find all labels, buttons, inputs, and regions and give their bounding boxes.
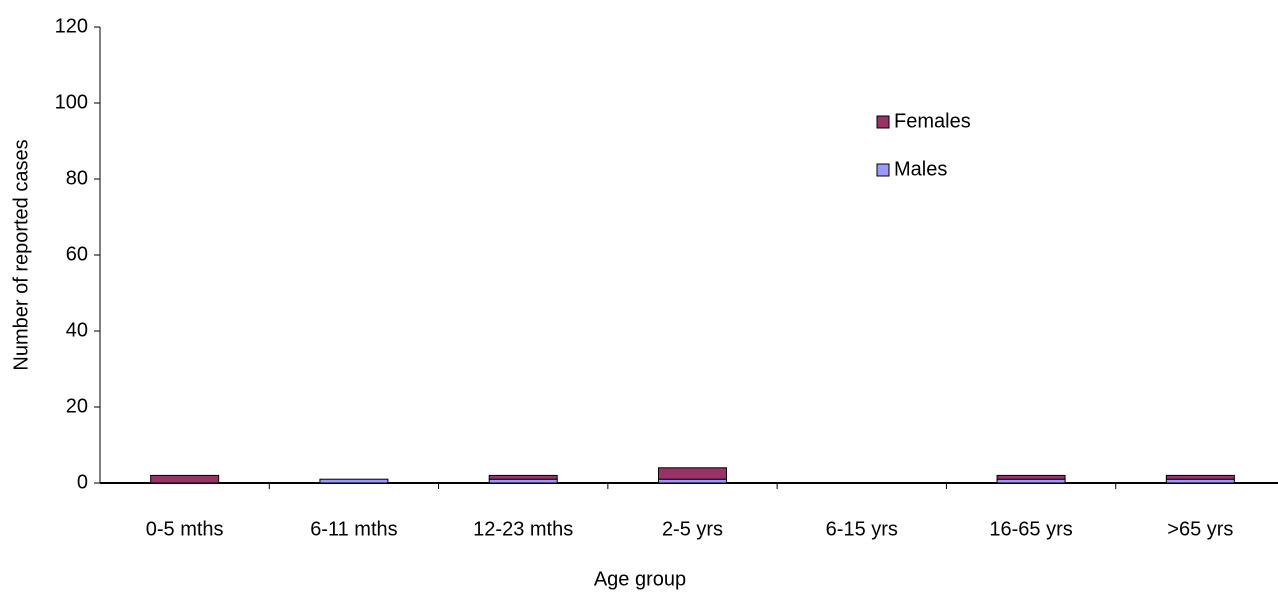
bar bbox=[488, 474, 558, 480]
bar bbox=[150, 474, 220, 484]
x-tick-label: 16-65 yrs bbox=[989, 518, 1072, 540]
bar bbox=[488, 478, 558, 484]
bar bbox=[996, 474, 1066, 480]
y-tick-label: 40 bbox=[66, 319, 88, 341]
y-tick-label: 120 bbox=[55, 15, 88, 37]
legend-swatch bbox=[876, 163, 890, 177]
x-tick-label: 6-15 yrs bbox=[826, 518, 898, 540]
y-tick-label: 100 bbox=[55, 91, 88, 113]
bar bbox=[658, 478, 727, 484]
x-tick-label: >65 yrs bbox=[1167, 518, 1233, 540]
legend-swatch bbox=[876, 115, 890, 129]
x-tick-label: 2-5 yrs bbox=[662, 518, 723, 540]
y-tick-label: 0 bbox=[77, 471, 88, 493]
x-tick-label: 6-11 mths bbox=[310, 518, 397, 540]
x-axis-label: Age group bbox=[594, 568, 686, 590]
y-tick-label: 20 bbox=[66, 395, 88, 417]
y-axis-label: Number of reported cases bbox=[10, 139, 32, 370]
bar bbox=[1165, 478, 1235, 484]
bar bbox=[996, 478, 1066, 484]
legend-label: Females bbox=[894, 110, 971, 132]
x-tick-label: 0-5 mths bbox=[146, 518, 224, 540]
bar bbox=[658, 467, 727, 480]
y-tick-label: 80 bbox=[66, 167, 88, 189]
y-tick-label: 60 bbox=[66, 243, 88, 265]
legend-label: Males bbox=[894, 158, 947, 180]
bar bbox=[319, 478, 389, 484]
bar bbox=[1165, 474, 1235, 480]
x-tick-label: 12-23 mths bbox=[473, 518, 573, 540]
